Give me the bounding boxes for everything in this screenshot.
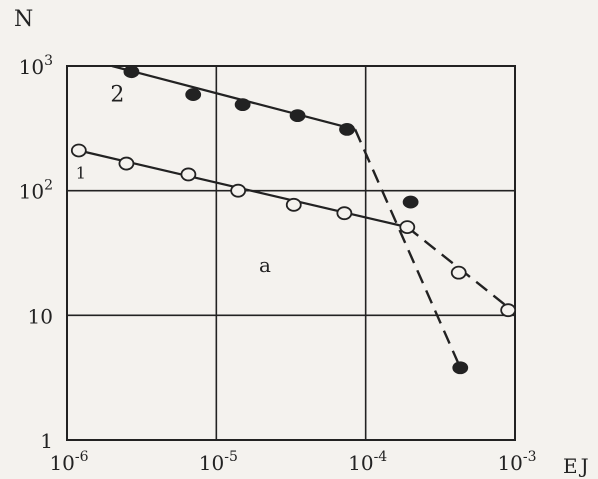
series-1-point <box>230 183 247 198</box>
series-2-point <box>402 195 419 209</box>
panel-annotation: a <box>259 253 271 277</box>
series-1-point <box>70 143 87 158</box>
series-2-point <box>234 98 251 112</box>
series-2-point <box>123 65 140 79</box>
y-tick-label: 102 <box>19 178 53 204</box>
series-1-point <box>450 265 467 280</box>
series-1-point <box>500 303 517 318</box>
x-tick-label: 10-6 <box>49 449 88 475</box>
series-1-label: 1 <box>76 163 86 182</box>
x-tick-label: 10-4 <box>348 449 387 475</box>
y-tick-label: 10 <box>28 304 53 328</box>
series-1-point <box>399 220 416 235</box>
series-2-solid-fit-line <box>111 64 356 131</box>
x-tick-label: 10-3 <box>497 449 536 475</box>
y-tick-label: 1 <box>40 429 53 453</box>
x-tick-label: 10-5 <box>199 449 238 475</box>
series-1 <box>70 143 517 318</box>
series-1-point <box>118 156 135 171</box>
y-tick-label: 103 <box>19 53 53 79</box>
plot-frame <box>66 65 516 441</box>
series-1-point <box>180 167 197 182</box>
series-2-point <box>452 361 469 375</box>
series-1-point <box>285 197 302 212</box>
y-axis-label: N <box>14 7 33 32</box>
series-2-point <box>339 123 355 136</box>
x-axis-label: EJ <box>563 454 592 478</box>
series-2-point <box>185 88 202 101</box>
series-2 <box>111 64 469 375</box>
series-2-dashed-fit-line <box>354 128 462 369</box>
series-1-point <box>336 206 353 221</box>
series-2-label: 2 <box>110 83 124 108</box>
series-2-point <box>289 109 306 123</box>
